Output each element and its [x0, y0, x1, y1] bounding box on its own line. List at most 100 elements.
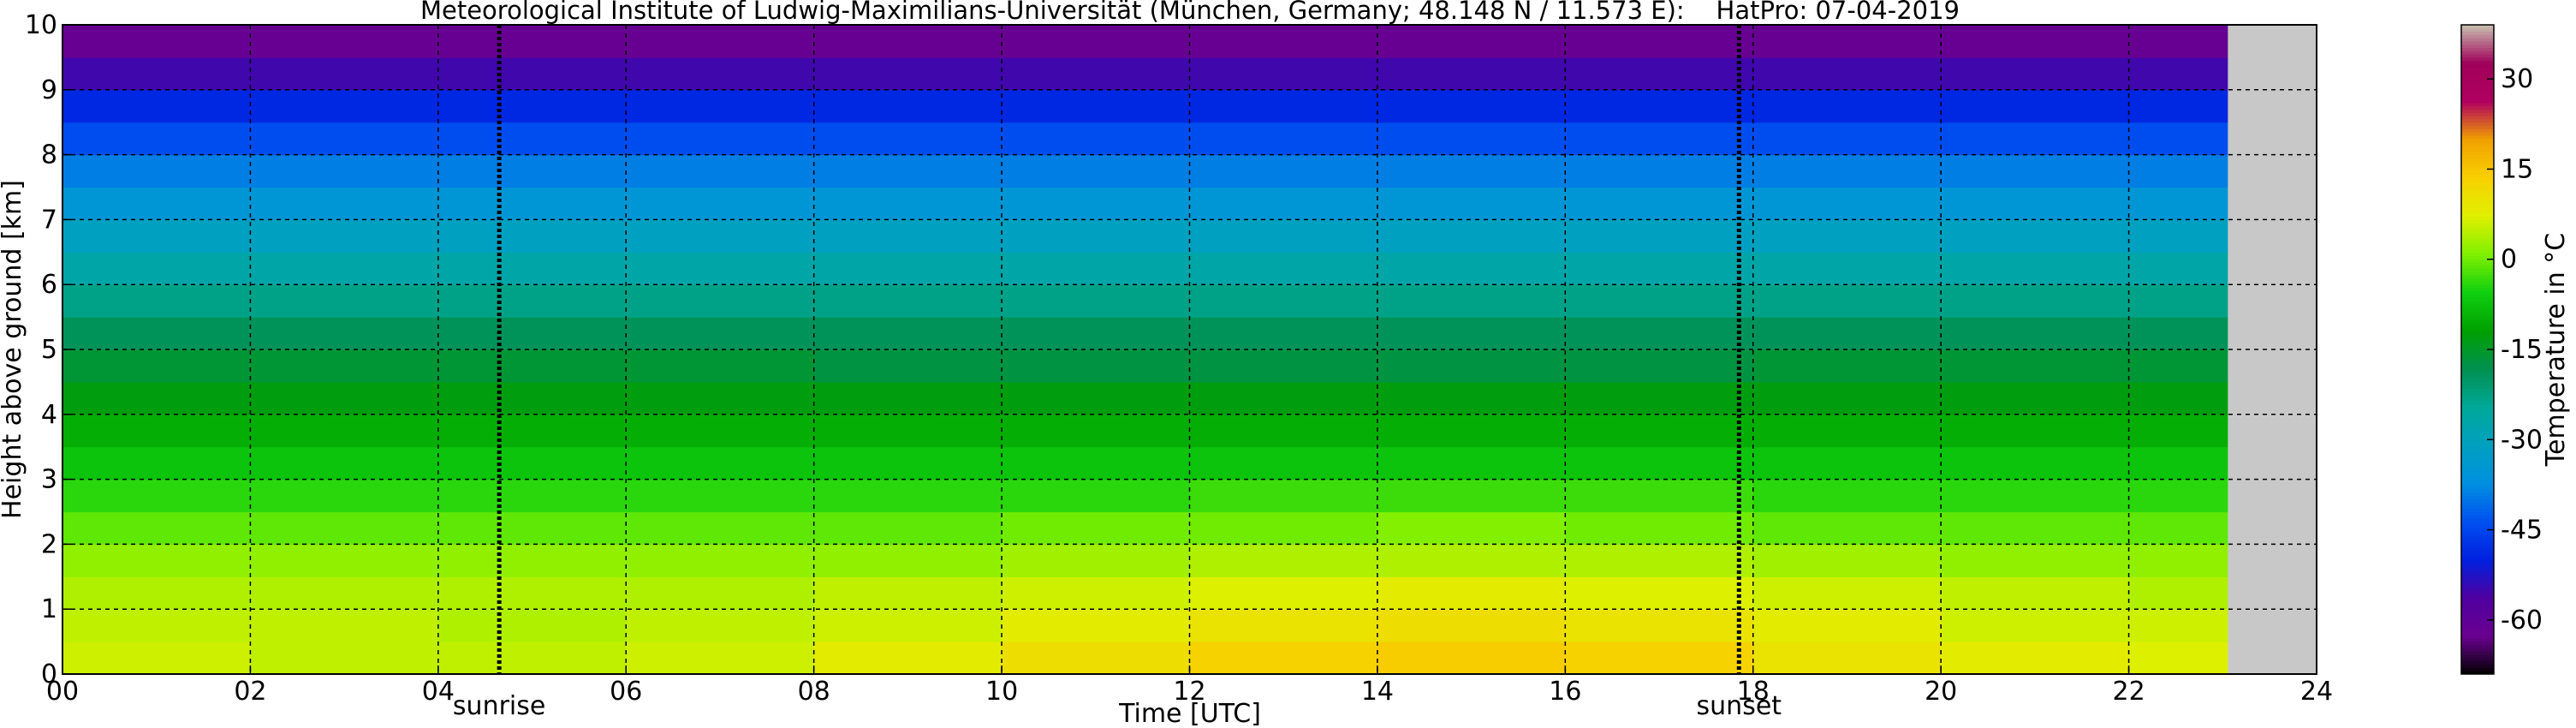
heatmap-cell: [1377, 25, 1566, 58]
x-tick-label: 10: [985, 677, 1018, 707]
heatmap-cell: [626, 25, 815, 58]
colorbar-segment: [2461, 544, 2494, 548]
colorbar-segment: [2461, 582, 2494, 588]
heatmap-cell: [1002, 187, 1191, 220]
heatmap-cell: [437, 414, 627, 448]
colorbar-segment: [2461, 391, 2494, 396]
colorbar-segment: [2461, 177, 2494, 182]
heatmap-cell: [626, 122, 815, 156]
heatmap-cell: [813, 414, 1002, 448]
colorbar-segment: [2461, 194, 2494, 198]
heatmap-cell: [1002, 511, 1191, 545]
colorbar-segment: [2461, 281, 2494, 285]
heatmap-cell: [1377, 576, 1566, 610]
heatmap-cell: [437, 284, 627, 318]
heatmap-cell: [2128, 252, 2228, 285]
colorbar-segment: [2461, 537, 2494, 542]
heatmap-cell: [250, 252, 439, 285]
colorbar-segment: [2461, 355, 2494, 360]
heatmap-cell: [1565, 317, 1754, 350]
colorbar-segment: [2461, 151, 2494, 156]
y-tick-label: 5: [41, 335, 57, 365]
colorbar-segment: [2461, 141, 2494, 146]
colorbar-segment: [2461, 352, 2494, 357]
heatmap-cell: [62, 317, 252, 350]
heatmap-cell: [1752, 446, 1942, 480]
heatmap-cell: [813, 544, 1002, 577]
heatmap-cell: [626, 544, 815, 577]
colorbar-segment: [2461, 105, 2494, 110]
colorbar-segment: [2461, 553, 2494, 558]
heatmap-cell: [1752, 609, 1942, 642]
heatmap-cell: [1377, 154, 1566, 188]
colorbar-segment: [2461, 313, 2494, 318]
colorbar-segment: [2461, 89, 2494, 94]
heatmap-cell: [1941, 609, 2130, 642]
heatmap-cell: [62, 219, 252, 253]
heatmap-cell: [250, 89, 439, 123]
heatmap-cell: [2128, 122, 2228, 156]
colorbar-segment: [2461, 502, 2494, 506]
colorbar-segment: [2461, 219, 2494, 224]
colorbar-segment: [2461, 362, 2494, 367]
heatmap-cell: [1752, 122, 1942, 156]
colorbar-segment: [2461, 404, 2494, 409]
heatmap-cell: [1752, 252, 1942, 285]
heatmap-cell: [1377, 609, 1566, 642]
heatmap-cell: [437, 349, 627, 383]
heatmap-cell: [1752, 641, 1942, 675]
heatmap-cell: [250, 25, 439, 58]
heatmap-cell: [813, 154, 1002, 188]
heatmap-cell: [1752, 381, 1942, 415]
heatmap-cell: [626, 446, 815, 480]
heatmap-cell: [437, 641, 627, 675]
heatmap-cell: [1565, 511, 1754, 545]
heatmap-cell: [1565, 25, 1754, 58]
colorbar-segment: [2461, 651, 2494, 655]
heatmap-cell: [2128, 284, 2228, 318]
heatmap-cell: [1941, 414, 2130, 448]
heatmap-cell: [1941, 446, 2130, 480]
colorbar-segment: [2461, 40, 2494, 45]
heatmap-cell: [1565, 154, 1754, 188]
colorbar-segment: [2461, 498, 2494, 503]
colorbar-segment: [2461, 475, 2494, 480]
colorbar-segment: [2461, 671, 2494, 675]
heatmap-cell: [626, 609, 815, 642]
colorbar-segment: [2461, 560, 2494, 564]
colorbar-segment: [2461, 99, 2494, 104]
colorbar-segment: [2461, 60, 2494, 64]
heatmap-cell: [1941, 544, 2130, 577]
heatmap-cell: [1377, 511, 1566, 545]
colorbar-segment: [2461, 667, 2494, 671]
heatmap-cell: [437, 317, 627, 350]
colorbar-segment: [2461, 459, 2494, 464]
heatmap-cell: [1941, 317, 2130, 350]
heatmap-cell: [62, 284, 252, 318]
colorbar-segment: [2461, 183, 2494, 188]
colorbar-segment: [2461, 469, 2494, 474]
heatmap-cell: [62, 446, 252, 480]
colorbar-segment: [2461, 596, 2494, 600]
heatmap-cell: [1565, 414, 1754, 448]
colorbar-segment: [2461, 456, 2494, 461]
heatmap-cell: [1377, 89, 1566, 123]
heatmap-cell: [626, 576, 815, 610]
heatmap-cell: [1565, 219, 1754, 253]
colorbar-segment: [2461, 427, 2494, 432]
heatmap-cell: [437, 381, 627, 415]
heatmap-cell: [1002, 576, 1191, 610]
heatmap-cell: [1941, 381, 2130, 415]
heatmap-cell: [1377, 187, 1566, 220]
heatmap-cell: [626, 57, 815, 91]
colorbar-segment: [2461, 248, 2494, 253]
heatmap-cell: [1941, 252, 2130, 285]
heatmap-cell: [1189, 446, 1378, 480]
colorbar-segment: [2461, 236, 2494, 240]
heatmap-cell: [2128, 446, 2228, 480]
heatmap-cell: [1752, 414, 1942, 448]
colorbar-segment: [2461, 647, 2494, 652]
heatmap-cell: [813, 57, 1002, 91]
heatmap-cell: [1189, 25, 1378, 58]
colorbar-segment: [2461, 625, 2494, 630]
